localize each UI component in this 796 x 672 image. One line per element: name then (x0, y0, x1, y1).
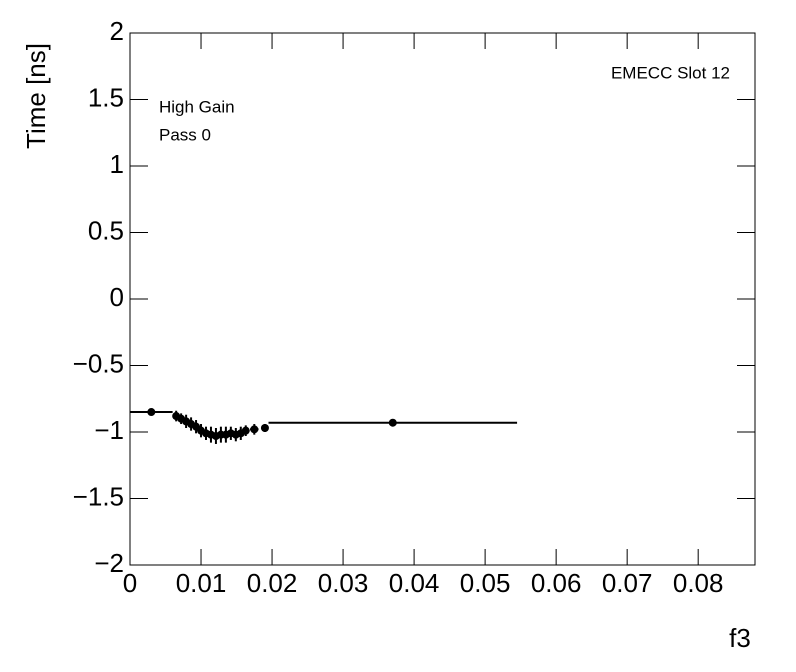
x-axis-label: f3 (729, 623, 751, 653)
y-tick-label: −1 (94, 415, 124, 445)
y-tick-label: 1.5 (88, 82, 124, 112)
marker (388, 418, 397, 427)
marker (241, 426, 250, 435)
y-tick-label: 0.5 (88, 215, 124, 245)
annotation: Pass 0 (159, 125, 211, 144)
x-tick-label: 0 (123, 568, 137, 598)
marker (250, 425, 259, 434)
y-axis-label: Time [ns] (21, 43, 51, 149)
y-tick-label: 1 (110, 149, 124, 179)
x-tick-label: 0.07 (602, 568, 653, 598)
y-tick-label: −1.5 (73, 481, 124, 511)
y-tick-label: 2 (110, 16, 124, 46)
x-tick-label: 0.08 (673, 568, 724, 598)
marker (260, 424, 269, 433)
x-tick-label: 0.06 (531, 568, 582, 598)
x-tick-label: 0.05 (460, 568, 511, 598)
y-tick-label: 0 (110, 282, 124, 312)
marker (147, 408, 156, 417)
annotation: EMECC Slot 12 (611, 63, 730, 82)
y-tick-label: −2 (94, 548, 124, 578)
x-tick-label: 0.04 (389, 568, 440, 598)
x-tick-label: 0.02 (247, 568, 298, 598)
annotation: High Gain (159, 97, 235, 116)
x-tick-label: 0.03 (318, 568, 369, 598)
x-tick-label: 0.01 (176, 568, 227, 598)
y-tick-label: −0.5 (73, 348, 124, 378)
